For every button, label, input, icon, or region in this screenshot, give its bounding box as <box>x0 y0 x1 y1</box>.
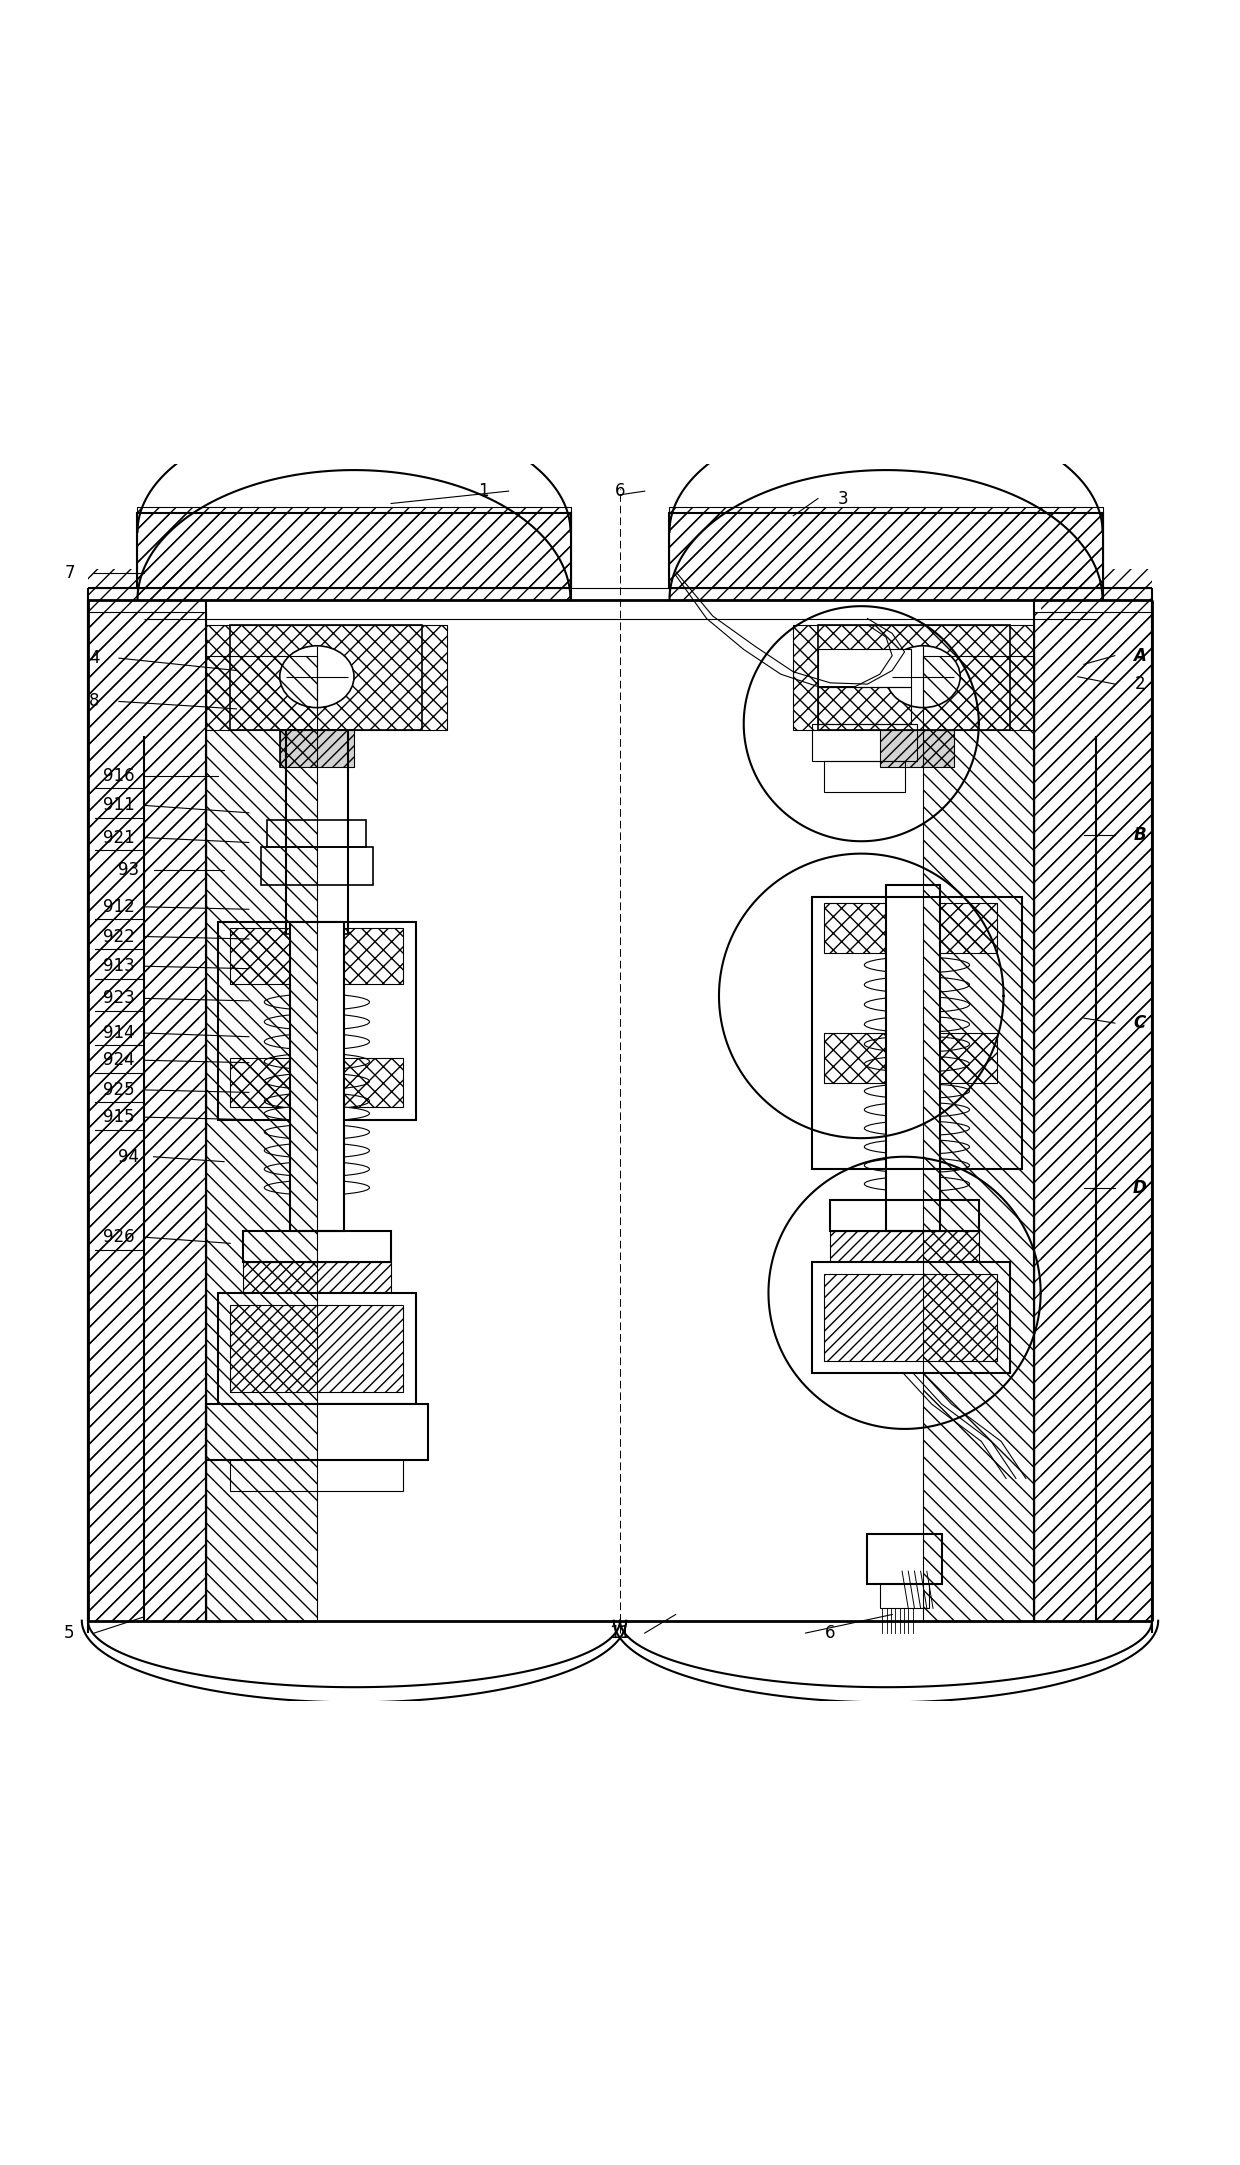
Text: 4: 4 <box>89 650 99 667</box>
Text: 926: 926 <box>103 1228 135 1247</box>
Bar <box>812 896 1022 1169</box>
Text: D: D <box>1133 1178 1147 1197</box>
Text: 923: 923 <box>103 989 135 1007</box>
Ellipse shape <box>864 1037 970 1052</box>
Text: 7: 7 <box>64 563 74 582</box>
Ellipse shape <box>264 994 370 1011</box>
Text: 8: 8 <box>89 693 99 710</box>
Bar <box>138 507 570 600</box>
Text: 924: 924 <box>103 1052 135 1070</box>
Bar <box>231 1305 403 1392</box>
Bar <box>923 656 1034 1622</box>
Bar <box>825 903 997 953</box>
Ellipse shape <box>864 1121 970 1137</box>
Text: 925: 925 <box>103 1080 135 1100</box>
Bar <box>206 626 446 730</box>
Ellipse shape <box>864 957 970 972</box>
Bar <box>825 760 904 792</box>
Text: B: B <box>1133 827 1146 844</box>
Bar <box>1040 569 1152 1622</box>
Ellipse shape <box>264 1106 370 1121</box>
Bar <box>280 730 353 766</box>
Bar <box>268 821 366 847</box>
Bar <box>231 1459 403 1492</box>
Text: 94: 94 <box>118 1147 139 1165</box>
Bar <box>88 569 200 1622</box>
Text: 915: 915 <box>103 1108 135 1126</box>
Bar <box>88 613 206 1622</box>
Ellipse shape <box>864 1176 970 1191</box>
Bar <box>812 723 916 760</box>
Bar <box>286 730 347 933</box>
Ellipse shape <box>264 1033 370 1050</box>
Text: 5: 5 <box>64 1624 74 1641</box>
Bar <box>262 847 372 885</box>
Ellipse shape <box>864 1015 970 1033</box>
Bar <box>825 1275 997 1362</box>
Text: 913: 913 <box>103 957 135 974</box>
Text: 2: 2 <box>1135 675 1145 693</box>
Bar <box>206 1405 428 1459</box>
Bar <box>243 1232 391 1262</box>
Ellipse shape <box>887 645 960 708</box>
Text: 921: 921 <box>103 829 135 847</box>
Ellipse shape <box>264 1163 370 1176</box>
Ellipse shape <box>264 1124 370 1139</box>
Text: 6: 6 <box>615 483 625 500</box>
Ellipse shape <box>264 1143 370 1158</box>
Bar <box>218 922 415 1119</box>
Text: 912: 912 <box>103 898 135 916</box>
Bar <box>812 1262 1009 1373</box>
Text: 914: 914 <box>103 1024 135 1041</box>
Bar <box>794 626 1034 730</box>
Bar <box>88 600 206 1622</box>
Ellipse shape <box>264 1180 370 1195</box>
Ellipse shape <box>864 1102 970 1117</box>
Ellipse shape <box>264 1013 370 1031</box>
Text: A: A <box>1133 647 1146 665</box>
Bar <box>206 656 317 1622</box>
Bar <box>880 1583 929 1609</box>
Bar <box>868 1535 941 1583</box>
Text: 6: 6 <box>825 1624 836 1641</box>
Text: 911: 911 <box>103 797 135 814</box>
Bar <box>1034 613 1152 1622</box>
Text: 3: 3 <box>837 489 848 507</box>
Ellipse shape <box>264 1074 370 1089</box>
Bar <box>290 922 343 1232</box>
Text: 922: 922 <box>103 927 135 946</box>
Ellipse shape <box>864 1057 970 1072</box>
Text: C: C <box>1133 1013 1146 1033</box>
Ellipse shape <box>864 1139 970 1154</box>
Bar <box>831 1199 978 1232</box>
Bar <box>880 730 954 766</box>
Ellipse shape <box>864 1085 970 1098</box>
Bar <box>231 929 403 983</box>
Text: 916: 916 <box>103 766 135 784</box>
Bar <box>818 626 1009 730</box>
Text: 93: 93 <box>118 862 139 879</box>
Ellipse shape <box>864 976 970 994</box>
Bar <box>280 730 353 766</box>
Text: 11: 11 <box>609 1624 631 1641</box>
Ellipse shape <box>864 996 970 1013</box>
Bar <box>231 626 422 730</box>
Bar <box>887 885 940 1232</box>
Bar <box>231 1059 403 1106</box>
Ellipse shape <box>264 1093 370 1108</box>
Bar <box>218 1293 415 1405</box>
Bar <box>818 686 910 723</box>
Ellipse shape <box>864 1158 970 1173</box>
Bar <box>670 507 1102 600</box>
Bar <box>825 1033 997 1082</box>
Text: 1: 1 <box>479 483 490 500</box>
Ellipse shape <box>264 1054 370 1070</box>
Ellipse shape <box>280 645 353 708</box>
Bar <box>243 1262 391 1293</box>
Bar <box>818 650 910 686</box>
Bar <box>831 1232 978 1262</box>
Bar <box>1034 600 1152 1622</box>
